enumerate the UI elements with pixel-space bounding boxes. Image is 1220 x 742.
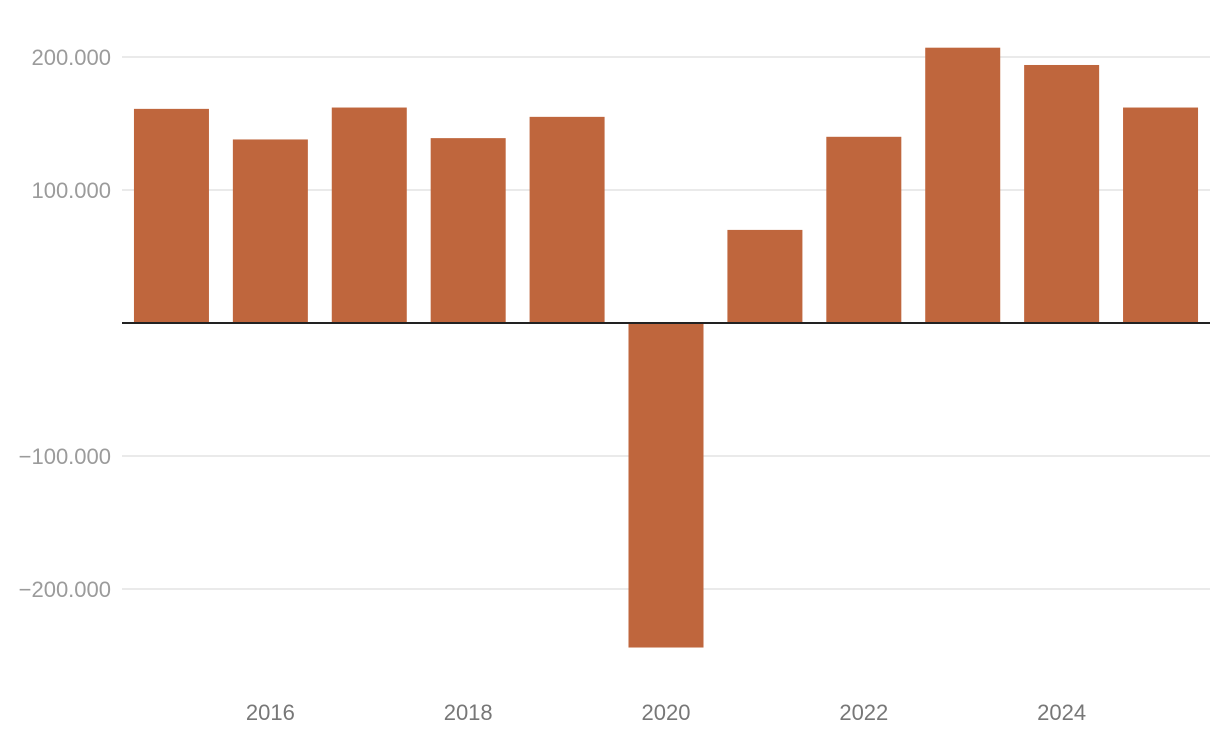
x-tick-label: 2018 xyxy=(444,700,493,725)
x-tick-label: 2024 xyxy=(1037,700,1086,725)
bar-2025 xyxy=(1123,107,1199,323)
y-axis-ticks: 200.000 100.000 −100.000 −200.000 xyxy=(19,45,111,602)
y-tick-label: 200.000 xyxy=(31,45,111,70)
bar-2023 xyxy=(925,47,1001,323)
y-tick-label: 100.000 xyxy=(31,178,111,203)
bar-2020 xyxy=(628,323,704,648)
bar-2019 xyxy=(529,116,605,323)
bar-2017 xyxy=(331,107,407,323)
y-tick-label: −200.000 xyxy=(19,577,111,602)
bar-2021 xyxy=(727,229,803,323)
bar-2018 xyxy=(430,138,506,323)
x-axis-ticks: 2016 2018 2020 2022 2024 xyxy=(246,700,1086,725)
bar-2024 xyxy=(1024,64,1100,323)
x-tick-label: 2020 xyxy=(642,700,691,725)
bar-2022 xyxy=(826,136,902,323)
bars xyxy=(133,47,1199,648)
x-tick-label: 2022 xyxy=(839,700,888,725)
bar-2016 xyxy=(232,139,308,323)
y-tick-label: −100.000 xyxy=(19,444,111,469)
bar-2015 xyxy=(133,108,209,324)
x-tick-label: 2016 xyxy=(246,700,295,725)
